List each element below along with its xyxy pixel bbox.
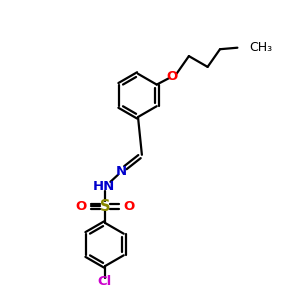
Text: N: N <box>116 165 127 178</box>
Text: O: O <box>167 70 178 83</box>
Text: O: O <box>75 200 87 213</box>
Text: HN: HN <box>92 180 115 194</box>
Text: O: O <box>123 200 135 213</box>
Text: CH₃: CH₃ <box>249 41 272 54</box>
Text: S: S <box>100 199 110 214</box>
Text: Cl: Cl <box>98 275 112 288</box>
